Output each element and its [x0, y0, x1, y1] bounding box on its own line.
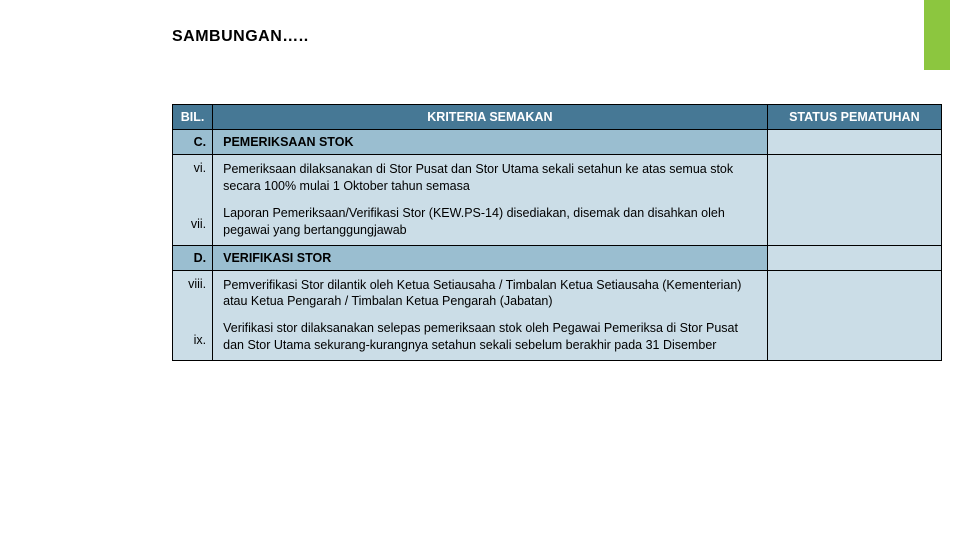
row-bil: vi. vii. — [173, 155, 213, 246]
row-bil: D. — [173, 245, 213, 270]
criteria-paragraph: Pemverifikasi Stor dilantik oleh Ketua S… — [223, 277, 757, 311]
row-status — [767, 130, 941, 155]
criteria-paragraph: Pemeriksaan dilaksanakan di Stor Pusat d… — [223, 161, 757, 195]
table-row: C.PEMERIKSAAN STOK — [173, 130, 942, 155]
table-header-row: BIL. KRITERIA SEMAKAN STATUS PEMATUHAN — [173, 105, 942, 130]
table-row: D.VERIFIKASI STOR — [173, 245, 942, 270]
col-header-bil: BIL. — [173, 105, 213, 130]
page-title: SAMBUNGAN….. — [172, 28, 309, 46]
row-bil: viii. ix. — [173, 270, 213, 361]
criteria-paragraph: Verifikasi stor dilaksanakan selepas pem… — [223, 320, 757, 354]
criteria-table: BIL. KRITERIA SEMAKAN STATUS PEMATUHAN C… — [172, 104, 942, 361]
row-bil: C. — [173, 130, 213, 155]
row-status — [767, 245, 941, 270]
row-status — [767, 270, 941, 361]
accent-bar — [924, 0, 950, 70]
table-row: viii. ix. Pemverifikasi Stor dilantik ole… — [173, 270, 942, 361]
row-text: Pemverifikasi Stor dilantik oleh Ketua S… — [213, 270, 768, 361]
table-row: vi. vii. Pemeriksaan dilaksanakan di Stor… — [173, 155, 942, 246]
col-header-kriteria: KRITERIA SEMAKAN — [213, 105, 768, 130]
row-text: Pemeriksaan dilaksanakan di Stor Pusat d… — [213, 155, 768, 246]
row-text: PEMERIKSAAN STOK — [213, 130, 768, 155]
table-body: C.PEMERIKSAAN STOKvi. vii. Pemeriksaan di… — [173, 130, 942, 361]
row-status — [767, 155, 941, 246]
row-text: VERIFIKASI STOR — [213, 245, 768, 270]
col-header-status: STATUS PEMATUHAN — [767, 105, 941, 130]
criteria-paragraph: Laporan Pemeriksaan/Verifikasi Stor (KEW… — [223, 205, 757, 239]
